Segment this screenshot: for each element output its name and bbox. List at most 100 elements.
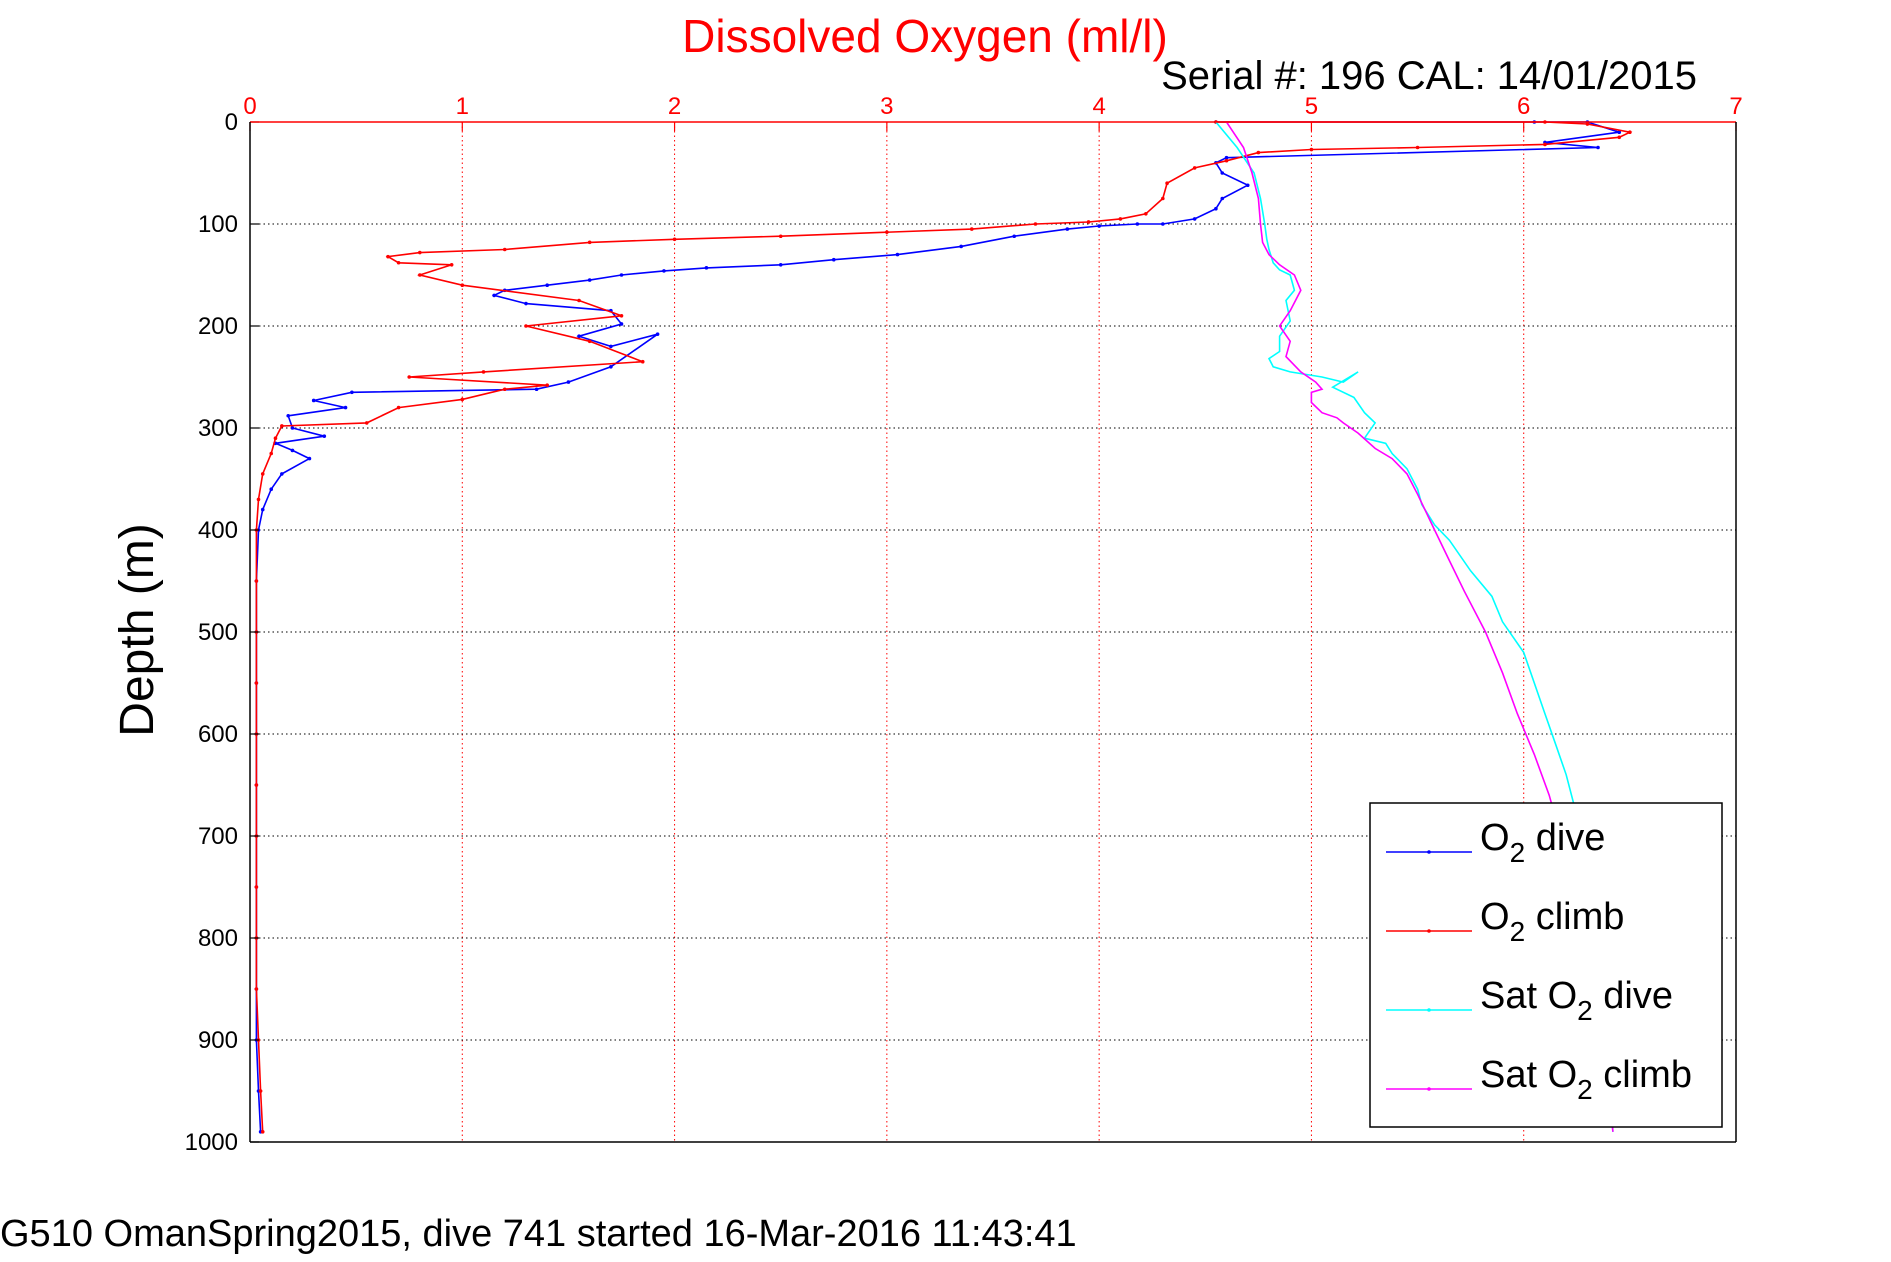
legend-entry: O2 climb	[1386, 896, 1624, 947]
y-tick-label: 800	[198, 925, 238, 952]
data-point-o2-climb	[256, 497, 261, 502]
data-point-o2-dive	[566, 380, 571, 384]
data-point-o2-dive	[1214, 206, 1218, 211]
series-sat-o2-dive	[1215, 121, 1614, 1132]
data-point-o2-climb	[481, 370, 486, 374]
data-point-o2-climb	[577, 298, 581, 303]
data-point-o2-dive	[959, 244, 963, 249]
legend-box	[1369, 802, 1723, 1128]
legend-swatch-marker	[1427, 1008, 1431, 1012]
y-tick-label: 700	[198, 823, 238, 850]
x-tick-label: 2	[668, 93, 681, 120]
data-point-o2-dive	[587, 278, 592, 282]
data-point-o2-climb	[672, 237, 677, 242]
series-sat-o2-climb	[1225, 121, 1614, 1132]
x-tick-label: 6	[1517, 93, 1530, 120]
legend: O2 dive O2 climb Sat O2 dive Sat O2 climb	[1369, 802, 1723, 1128]
data-point-o2-climb	[502, 247, 507, 252]
data-point-o2-climb	[619, 314, 624, 318]
data-point-o2-dive	[1065, 227, 1070, 231]
y-tick-label: 100	[198, 211, 238, 238]
data-point-o2-dive	[311, 398, 316, 403]
data-point-o2-dive	[704, 266, 709, 270]
data-point-o2-climb	[258, 1089, 263, 1093]
legend-label: Sat O2 dive	[1480, 975, 1673, 1026]
data-point-o2-climb	[418, 273, 422, 277]
data-point-o2-dive	[343, 405, 348, 410]
data-point-o2-dive	[350, 390, 354, 395]
data-point-o2-climb	[280, 424, 284, 428]
data-point-o2-dive	[1245, 183, 1250, 188]
y-tick-label: 900	[198, 1027, 238, 1054]
series-line-sat-o2-dive	[1215, 121, 1614, 1132]
y-tick-label: 1000	[185, 1129, 238, 1156]
footer-caption: G510 OmanSpring2015, dive 741 started 16…	[0, 1213, 1077, 1255]
data-point-o2-climb	[1628, 130, 1632, 134]
data-point-o2-climb	[1256, 150, 1261, 155]
data-point-o2-dive	[662, 269, 666, 273]
data-point-o2-dive	[524, 301, 528, 306]
data-point-o2-dive	[577, 334, 581, 339]
data-point-o2-climb	[396, 405, 401, 410]
data-point-o2-climb	[254, 783, 259, 787]
y-tick-label: 200	[198, 313, 238, 340]
data-point-o2-climb	[545, 383, 549, 387]
data-point-o2-dive	[1617, 130, 1622, 134]
x-tick-label: 0	[243, 93, 256, 120]
data-point-o2-climb	[260, 472, 265, 476]
data-point-o2-climb	[885, 230, 889, 234]
data-point-o2-dive	[290, 426, 295, 430]
data-point-o2-climb	[778, 234, 783, 239]
data-point-o2-dive	[1224, 155, 1229, 160]
legend-entry: Sat O2 climb	[1386, 1054, 1692, 1105]
data-point-o2-dive	[1161, 222, 1165, 226]
data-point-o2-dive	[286, 413, 291, 418]
data-point-o2-dive	[492, 293, 496, 298]
data-point-o2-dive	[1192, 217, 1197, 221]
chart-title: Dissolved Oxygen (ml/l)	[682, 10, 1168, 62]
data-point-o2-climb	[1617, 135, 1622, 140]
data-point-o2-dive	[534, 387, 539, 392]
data-point-o2-climb	[1224, 158, 1229, 163]
data-point-o2-climb	[587, 240, 592, 245]
data-point-o2-dive	[895, 252, 900, 257]
data-point-o2-climb	[418, 250, 422, 255]
data-point-o2-climb	[1165, 181, 1169, 185]
data-point-o2-dive	[1097, 224, 1101, 228]
data-point-o2-dive	[1596, 145, 1600, 150]
data-point-o2-climb	[407, 375, 412, 379]
legend-swatch-marker	[1427, 850, 1431, 854]
x-tick-label: 3	[880, 93, 893, 120]
legend-label: O2 climb	[1480, 896, 1624, 947]
data-point-o2-dive	[609, 344, 613, 349]
legend-label: Sat O2 climb	[1480, 1054, 1692, 1105]
data-point-o2-climb	[1086, 220, 1091, 224]
data-point-o2-climb	[386, 254, 390, 259]
data-point-o2-climb	[1144, 212, 1148, 216]
data-point-o2-dive	[619, 322, 624, 326]
data-point-o2-climb	[1033, 222, 1038, 226]
data-point-o2-climb	[587, 339, 592, 344]
data-point-o2-climb	[460, 283, 465, 288]
data-point-o2-climb	[1543, 142, 1547, 147]
data-point-o2-dive	[655, 332, 660, 336]
data-point-o2-climb	[1309, 147, 1314, 152]
data-point-o2-dive	[322, 434, 327, 438]
data-point-o2-dive	[831, 257, 836, 262]
series-line-sat-o2-climb	[1225, 121, 1614, 1132]
data-point-o2-dive	[1135, 222, 1140, 226]
legend-entry: Sat O2 dive	[1386, 975, 1673, 1026]
data-point-o2-climb	[254, 987, 259, 991]
data-point-o2-climb	[502, 387, 507, 392]
legend-swatch-marker	[1427, 929, 1431, 933]
data-point-o2-dive	[260, 507, 265, 512]
data-point-o2-climb	[1585, 122, 1590, 126]
data-point-o2-climb	[254, 579, 259, 583]
data-point-o2-climb	[273, 436, 278, 441]
legend-label: O2 dive	[1480, 817, 1605, 868]
data-point-o2-climb	[396, 260, 401, 265]
data-point-o2-climb	[1192, 166, 1197, 170]
x-tick-label: 4	[1092, 93, 1105, 120]
y-tick-label: 0	[225, 109, 238, 136]
data-point-o2-climb	[524, 324, 528, 328]
